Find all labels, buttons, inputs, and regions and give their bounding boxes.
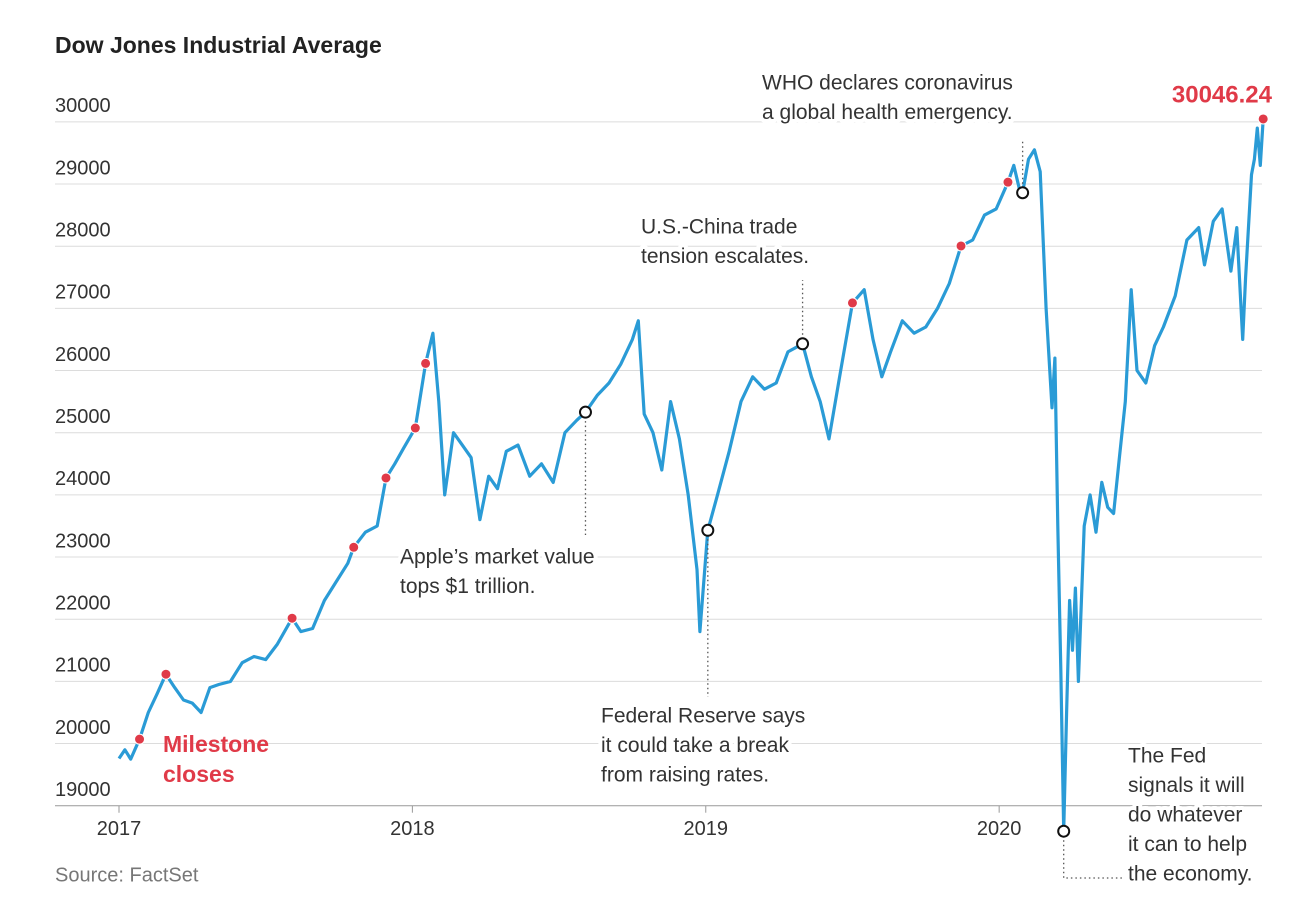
milestone-dot [420, 357, 432, 369]
annotation-text: WHO declares coronavirus [762, 72, 1013, 95]
chart-title: Dow Jones Industrial Average [55, 32, 382, 58]
x-tick-label: 2020 [977, 818, 1022, 840]
event-marker [701, 523, 715, 537]
milestone-dot [1002, 176, 1014, 188]
milestone-dot [846, 297, 858, 309]
milestone-dot [1257, 113, 1269, 125]
annotation-text: Apple’s market value [400, 546, 595, 569]
annotation-text: Federal Reserve says [601, 705, 805, 728]
event-marker [796, 337, 810, 351]
annotation-text: tension escalates. [641, 245, 809, 268]
source: Source: FactSet [55, 864, 199, 886]
milestone-dot [134, 733, 146, 745]
milestone-dot [380, 472, 392, 484]
annotation-text: tops $1 trillion. [400, 575, 535, 598]
milestone-dot [409, 422, 421, 434]
y-tick-label: 25000 [55, 406, 111, 428]
y-tick-label: 26000 [55, 344, 111, 366]
milestone-dot [955, 240, 967, 252]
event-marker [1057, 824, 1071, 838]
x-tick-label: 2018 [390, 818, 435, 840]
y-tick-label: 22000 [55, 592, 111, 614]
annotation-text: U.S.-China trade [641, 216, 797, 239]
annotation-text: signals it will [1128, 774, 1245, 797]
y-tick-label: 30000 [55, 95, 111, 117]
y-tick-label: 19000 [55, 779, 111, 801]
annotation-text: it can to help [1128, 833, 1247, 856]
annotation-text: The Fed [1128, 745, 1206, 768]
y-tick-label: 29000 [55, 157, 111, 179]
line [117, 118, 1265, 833]
x-tick-label: 2017 [97, 818, 142, 840]
milestone-dot [348, 541, 360, 553]
annotation-text: from raising rates. [601, 764, 769, 787]
milestone-dot [286, 612, 298, 624]
annotation-text: a global health emergency. [762, 101, 1013, 124]
y-tick-label: 28000 [55, 219, 111, 241]
leader-line [1063, 831, 1122, 879]
y-tick-label: 20000 [55, 717, 111, 739]
annotation-text: it could take a break [601, 734, 789, 757]
milestone-dot [160, 668, 172, 680]
x-tick-label: 2019 [684, 818, 729, 840]
value-label: 30046.24 [1172, 81, 1273, 108]
y-tick-label: 24000 [55, 468, 111, 490]
event-marker [578, 405, 592, 419]
y-tick-label: 27000 [55, 282, 111, 304]
annotation-text: do whatever [1128, 804, 1242, 827]
y-tick-label: 21000 [55, 655, 111, 677]
y-tick-label: 23000 [55, 530, 111, 552]
annotation-text: the economy. [1128, 863, 1253, 886]
legend-label: Milestone closes [163, 731, 270, 787]
event-marker [1016, 186, 1030, 200]
